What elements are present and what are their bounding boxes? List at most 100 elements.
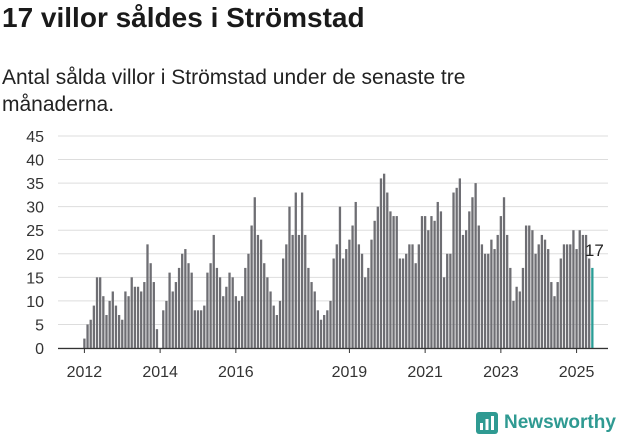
bar bbox=[367, 267, 370, 348]
y-tick-label: 15 bbox=[26, 270, 44, 287]
chart-title: 17 villor såldes i Strömstad bbox=[2, 2, 365, 33]
bar bbox=[199, 310, 203, 348]
bar bbox=[506, 234, 509, 348]
x-tick-label: 2019 bbox=[332, 364, 368, 381]
bar bbox=[149, 263, 152, 348]
bar bbox=[376, 206, 379, 348]
bar bbox=[181, 253, 184, 348]
bar bbox=[540, 234, 544, 348]
bar bbox=[414, 263, 417, 348]
y-tick-label: 20 bbox=[26, 247, 44, 264]
bar bbox=[95, 277, 99, 348]
bar bbox=[389, 211, 392, 348]
bar bbox=[203, 305, 206, 348]
bar bbox=[575, 249, 578, 348]
bar bbox=[114, 305, 118, 348]
bar bbox=[319, 319, 323, 348]
bar bbox=[102, 296, 105, 348]
bar bbox=[496, 234, 499, 348]
bar bbox=[162, 310, 165, 348]
bar bbox=[584, 234, 588, 348]
bar bbox=[364, 277, 367, 348]
bar bbox=[307, 267, 310, 348]
x-tick-label: 2012 bbox=[67, 364, 103, 381]
bar bbox=[449, 253, 452, 348]
bar bbox=[152, 282, 155, 348]
bar bbox=[193, 310, 196, 348]
bar bbox=[499, 216, 503, 348]
bar bbox=[130, 277, 133, 348]
bar bbox=[490, 239, 493, 348]
bar bbox=[168, 272, 171, 348]
bar bbox=[581, 234, 585, 348]
bar bbox=[89, 319, 92, 348]
bar bbox=[83, 338, 86, 348]
bar bbox=[266, 277, 269, 348]
bar bbox=[222, 296, 225, 348]
bar bbox=[433, 220, 436, 348]
bar bbox=[111, 291, 114, 348]
brand-name: Newsworthy bbox=[504, 412, 616, 433]
bar bbox=[294, 192, 297, 348]
bar bbox=[196, 310, 200, 348]
bar bbox=[225, 286, 228, 348]
bar bbox=[405, 253, 408, 348]
bar bbox=[591, 267, 594, 348]
bar bbox=[285, 244, 288, 348]
bar bbox=[386, 192, 389, 348]
bar bbox=[370, 239, 373, 348]
bar bbox=[212, 234, 215, 348]
x-tick-label: 2016 bbox=[218, 364, 254, 381]
bar bbox=[124, 291, 127, 348]
bar bbox=[300, 192, 304, 348]
bar bbox=[256, 234, 260, 348]
y-tick-label: 30 bbox=[26, 200, 44, 217]
bar bbox=[512, 300, 515, 348]
bar bbox=[127, 296, 130, 348]
bar bbox=[187, 263, 190, 348]
bar bbox=[465, 230, 468, 348]
bar bbox=[392, 216, 395, 348]
bar bbox=[215, 267, 219, 348]
bar bbox=[487, 253, 490, 348]
x-tick-label: 2025 bbox=[559, 364, 595, 381]
bar bbox=[108, 300, 111, 348]
bar bbox=[515, 286, 518, 348]
bar bbox=[537, 244, 540, 348]
bar bbox=[244, 267, 247, 348]
bar bbox=[143, 282, 146, 348]
bar bbox=[269, 291, 272, 348]
bar bbox=[288, 206, 291, 348]
bar bbox=[442, 277, 446, 348]
bar bbox=[411, 244, 414, 348]
bar bbox=[209, 263, 212, 348]
bar bbox=[588, 258, 591, 348]
bar bbox=[155, 329, 159, 348]
bar bbox=[474, 183, 477, 348]
bar bbox=[518, 291, 521, 348]
bar bbox=[304, 234, 307, 348]
bar bbox=[427, 230, 430, 348]
chart-subtitle: Antal sålda villor i Strömstad under de … bbox=[2, 66, 466, 116]
bar bbox=[398, 258, 402, 348]
bar bbox=[140, 291, 143, 348]
bar bbox=[335, 244, 338, 348]
bar bbox=[241, 296, 244, 348]
bar bbox=[524, 225, 528, 348]
bar bbox=[247, 253, 250, 348]
bar bbox=[133, 286, 137, 348]
bar bbox=[316, 310, 320, 348]
bar bbox=[439, 211, 443, 348]
bar bbox=[395, 216, 398, 348]
bar bbox=[477, 225, 480, 348]
bar bbox=[446, 253, 449, 348]
bar bbox=[341, 258, 345, 348]
bar bbox=[528, 225, 531, 348]
bar bbox=[417, 244, 420, 348]
bar bbox=[282, 258, 285, 348]
bar bbox=[218, 277, 222, 348]
y-tick-label: 35 bbox=[26, 176, 44, 193]
value-annotation: 17 bbox=[585, 241, 604, 260]
bar bbox=[351, 225, 354, 348]
